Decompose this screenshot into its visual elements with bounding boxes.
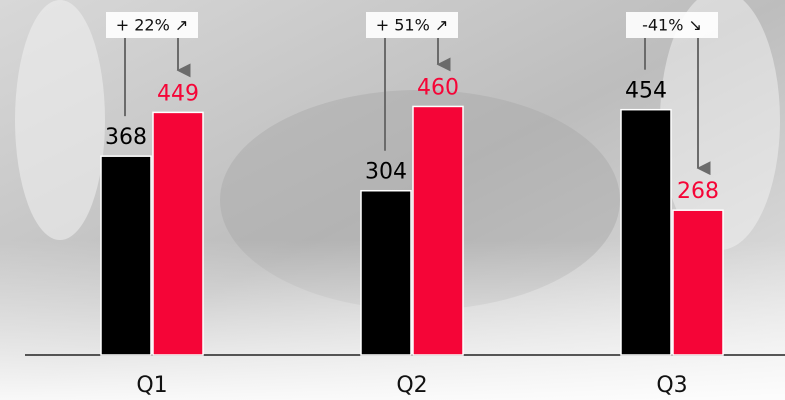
bar: [100, 155, 152, 356]
value-label: 304: [365, 160, 407, 185]
annotation: -41% ↘: [642, 16, 702, 35]
annotation: + 22% ↗: [116, 16, 189, 35]
x-tick-label: Q2: [396, 373, 427, 398]
value-label: 368: [105, 125, 147, 150]
bar: [412, 105, 464, 356]
value-label: 268: [677, 179, 719, 204]
annotation-box: [366, 12, 458, 38]
value-label: 454: [625, 79, 667, 104]
bar: [360, 189, 412, 356]
bar: [620, 108, 672, 356]
annotation: + 51% ↗: [376, 16, 449, 35]
value-label: 460: [417, 75, 459, 100]
bar: [672, 209, 724, 356]
bar: [152, 111, 204, 356]
annotation-box: [626, 12, 718, 38]
annotation-box: [106, 12, 198, 38]
x-tick-label: Q3: [656, 373, 687, 398]
x-tick-label: Q1: [136, 373, 167, 398]
value-label: 449: [157, 81, 199, 106]
